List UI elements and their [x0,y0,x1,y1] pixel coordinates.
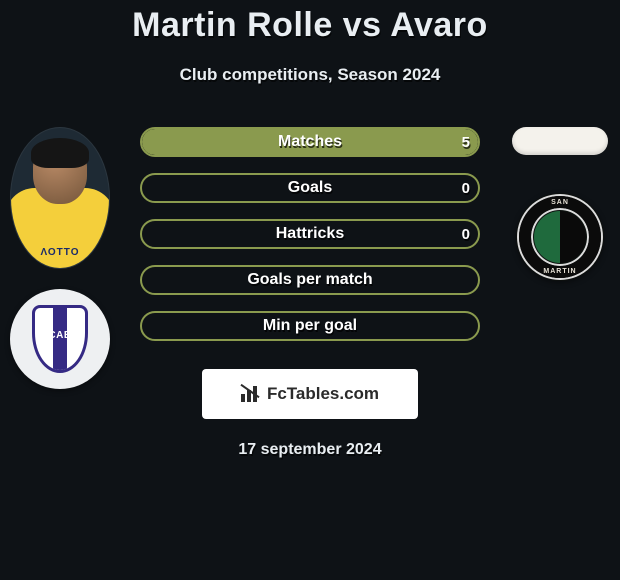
date-text: 17 september 2024 [0,441,620,459]
avatar-hair-icon [31,138,89,168]
stat-bar-row: Goals per match [140,265,480,295]
stat-bar-track [140,219,480,249]
left-club-crest-text: CAB [35,330,85,341]
crest-field-icon [534,211,586,263]
stat-bar-track [140,265,480,295]
stat-bar-row: Goals0 [140,173,480,203]
comparison-stage: ΛΟΤΤΟ CAB SAN MARTIN Matches5 Goals0 Hattr… [0,127,620,341]
stat-bar-track [140,311,480,341]
stat-bar-row: Matches5 [140,127,480,157]
brand-text: FcTables.com [267,384,379,404]
right-player-avatar-placeholder [512,127,608,155]
right-player-column: SAN MARTIN [500,127,620,281]
stat-bar-row: Min per goal [140,311,480,341]
stat-bar-fill-right [142,129,478,155]
shield-icon: CAB [32,305,88,373]
bar-chart-icon [241,386,261,402]
right-club-crest: SAN MARTIN [516,193,604,281]
left-player-column: ΛΟΤΤΟ CAB [0,127,120,389]
stat-bar-track [140,127,480,157]
left-club-crest: CAB [10,289,110,389]
stat-bar-row: Hattricks0 [140,219,480,249]
left-player-avatar: ΛΟΤΤΟ [10,127,110,269]
left-player-jersey-text: ΛΟΤΤΟ [10,247,110,258]
right-club-crest-text-top: SAN [516,199,604,206]
stat-bar-track [140,173,480,203]
subtitle: Club competitions, Season 2024 [0,65,620,85]
stat-bars: Matches5 Goals0 Hattricks0 Goals per match M… [140,127,480,341]
page-title: Martin Rolle vs Avaro [0,0,620,45]
brand-box: FcTables.com [202,369,418,419]
right-club-crest-text-bottom: MARTIN [516,268,604,275]
